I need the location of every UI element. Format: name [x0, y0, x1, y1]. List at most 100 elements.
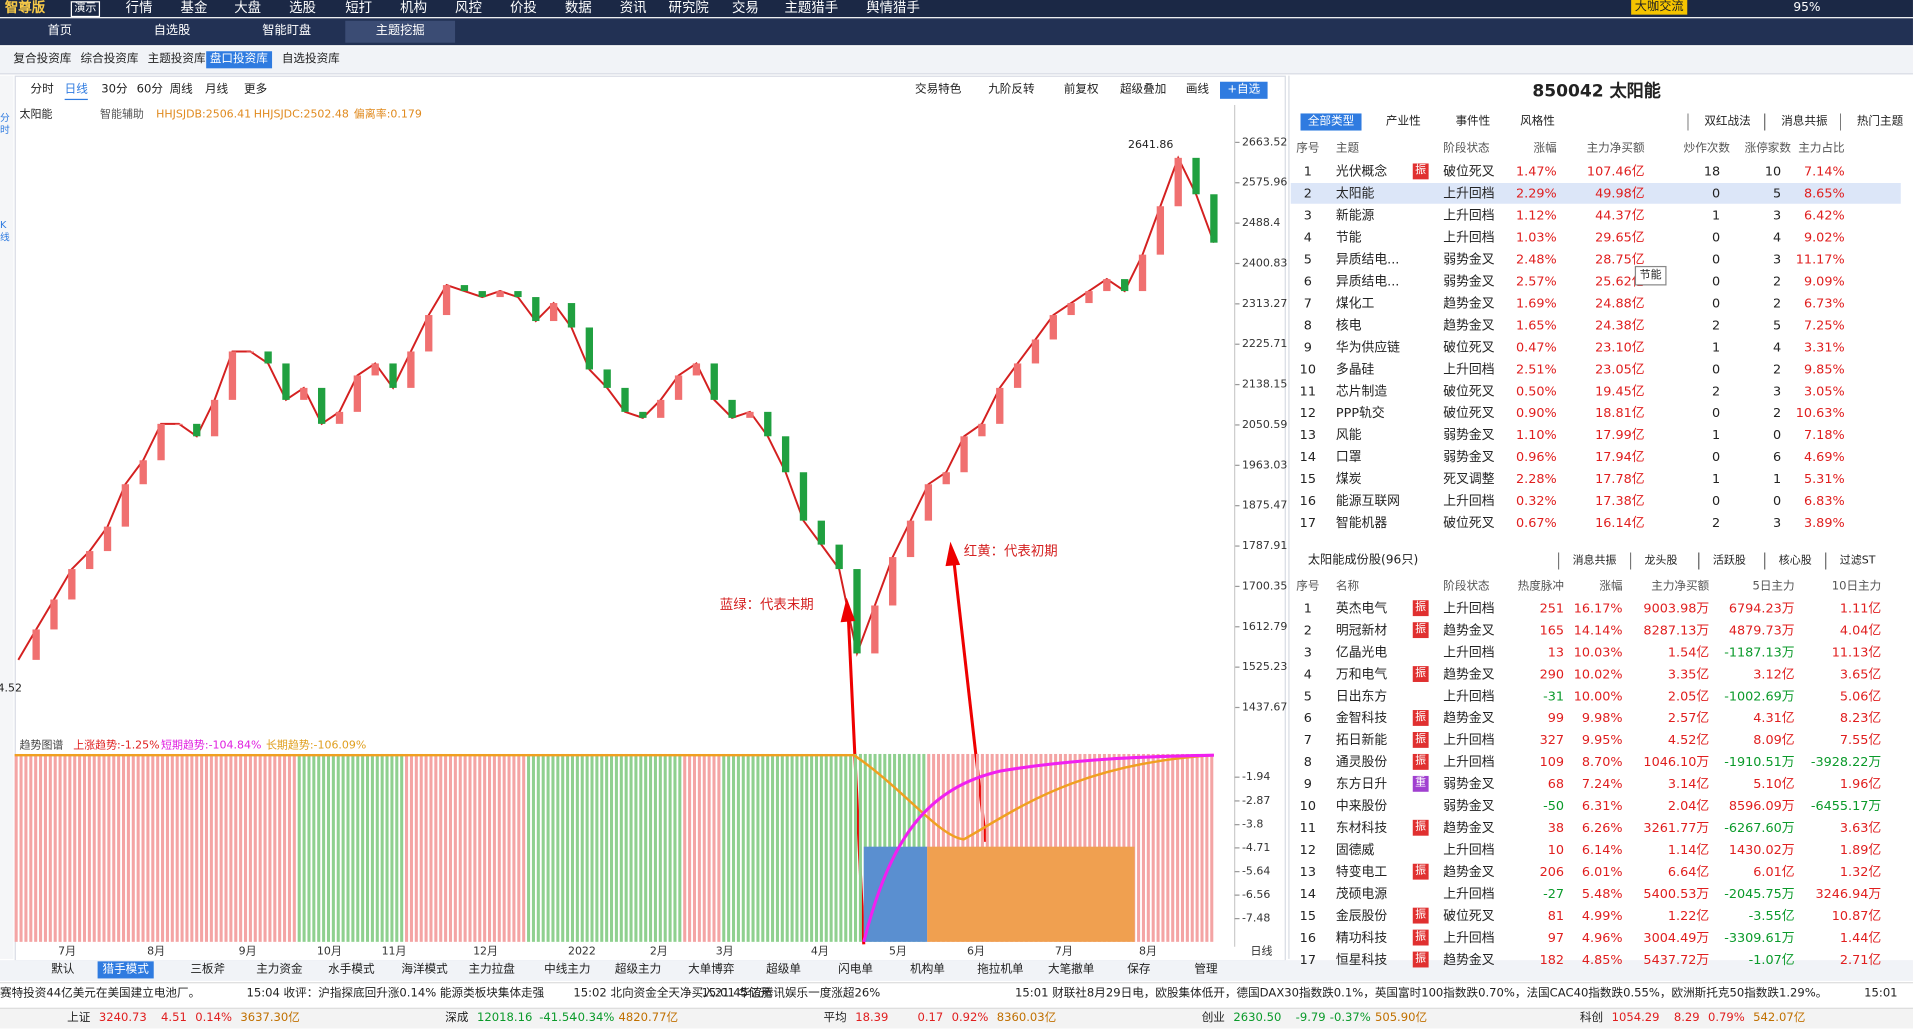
period-button[interactable]: 60分 — [136, 82, 163, 97]
type-tab[interactable]: 事件性 — [1455, 114, 1491, 129]
checkbox[interactable]: 龙头股 — [1630, 553, 1678, 570]
cell[interactable]: 特变电工 — [1335, 864, 1388, 880]
mode-button[interactable]: 三板斧 — [190, 962, 226, 976]
mode-button[interactable]: 机构单 — [910, 962, 945, 976]
cell[interactable]: 万和电气 — [1335, 667, 1388, 682]
cell[interactable]: 芯片制造 — [1335, 384, 1388, 399]
mode-button[interactable]: 管理 — [1194, 962, 1218, 976]
add-favorite[interactable]: +自选 — [1220, 81, 1268, 99]
cell[interactable]: 金智科技 — [1335, 711, 1388, 726]
cell[interactable]: 拓日新能 — [1335, 733, 1388, 748]
cell[interactable]: 英杰电气 — [1335, 601, 1388, 617]
type-tab[interactable]: 产业性 — [1385, 114, 1421, 129]
cell[interactable]: 多晶硅 — [1335, 362, 1375, 377]
cell[interactable]: 日出东方 — [1335, 689, 1388, 704]
mode-button[interactable]: 海洋模式 — [401, 962, 448, 976]
cell[interactable]: 固德威 — [1335, 843, 1375, 858]
cell[interactable]: 口罩 — [1335, 450, 1362, 465]
news-item[interactable]: 15:04 收评：沪指探底回升涨0.14% 能源类板块集体走强 — [246, 986, 545, 1001]
cell[interactable]: 茂硕电源 — [1335, 886, 1388, 902]
checkbox[interactable]: 双红战法 — [1687, 113, 1751, 131]
tab[interactable]: 首页 — [47, 24, 72, 38]
cell[interactable]: 太阳能 — [1335, 186, 1375, 202]
menu-item[interactable]: 价投 — [509, 0, 537, 16]
subtab[interactable]: 主题投资库 — [147, 52, 206, 66]
tab[interactable]: 智能盯盘 — [262, 24, 312, 38]
menu-item[interactable]: 选股 — [289, 0, 316, 16]
mode-button[interactable]: 大笔撤单 — [1047, 962, 1095, 976]
cell[interactable]: 通灵股份 — [1335, 755, 1388, 770]
type-tab[interactable]: 全部类型 — [1300, 113, 1362, 131]
cell[interactable]: 东方日升 — [1335, 777, 1388, 792]
cell[interactable]: 异质结电... — [1335, 252, 1400, 268]
cell[interactable]: 精功科技 — [1335, 930, 1388, 946]
cell[interactable]: 亿晶光电 — [1335, 645, 1388, 661]
cell[interactable]: 中来股份 — [1335, 799, 1388, 814]
menu-item[interactable]: 研究院 — [668, 0, 709, 16]
news-item[interactable]: 15:01 华谊腾讯娱乐一度涨超26% — [701, 986, 881, 1001]
menu-item[interactable]: 资讯 — [619, 0, 647, 16]
mode-button[interactable]: 拖拉机单 — [977, 962, 1024, 976]
subtab[interactable]: 复合投资库 — [13, 52, 72, 66]
menu-item[interactable]: 舆情猎手 — [866, 0, 920, 16]
tool-button[interactable]: 九阶反转 — [988, 82, 1035, 97]
mode-button[interactable]: 超级主力 — [614, 962, 662, 976]
cell[interactable]: 节能 — [1335, 230, 1362, 246]
cell[interactable]: 恒星科技 — [1335, 952, 1388, 968]
subtab[interactable]: 自选投资库 — [281, 52, 340, 66]
tab[interactable]: 主题挖掘 — [345, 20, 456, 43]
checkbox[interactable]: 消息共振 — [1764, 113, 1828, 131]
checkbox[interactable]: 过滤ST — [1825, 553, 1876, 570]
cell[interactable]: PPP轨交 — [1335, 406, 1385, 421]
menu-item[interactable]: 数据 — [564, 0, 592, 16]
mode-button[interactable]: 大单博弈 — [688, 962, 735, 976]
type-tab[interactable]: 风格性 — [1520, 114, 1555, 129]
period-button[interactable]: 分时 — [30, 82, 54, 97]
checkbox[interactable]: 热门主题 — [1839, 113, 1904, 131]
news-item[interactable]: 赛特投资44亿美元在美国建立电池厂。 — [0, 986, 201, 1001]
cell[interactable]: 煤炭 — [1335, 472, 1362, 487]
menu-item[interactable]: 行情 — [125, 0, 153, 16]
menu-item[interactable]: 机构 — [400, 0, 427, 16]
menu-item[interactable]: 风控 — [455, 0, 482, 16]
tool-button[interactable]: 交易特色 — [915, 82, 962, 97]
cell[interactable]: 煤化工 — [1335, 296, 1375, 312]
mode-button[interactable]: 默认 — [51, 962, 75, 976]
tool-button[interactable]: 超级叠加 — [1119, 82, 1167, 97]
menu-item[interactable]: 短打 — [345, 0, 373, 16]
news-item[interactable]: 15:01 — [1864, 986, 1898, 1001]
mode-button[interactable]: 闪电单 — [838, 962, 873, 976]
mode-button[interactable]: 中线主力 — [544, 962, 591, 976]
cell[interactable]: 能源互联网 — [1335, 494, 1400, 509]
mode-button[interactable]: 超级单 — [766, 962, 801, 976]
subtab[interactable]: 综合投资库 — [80, 52, 139, 66]
cell[interactable]: 华为供应链 — [1335, 340, 1400, 356]
mode-button[interactable]: 猎手模式 — [97, 961, 154, 979]
period-button[interactable]: 更多 — [244, 82, 268, 97]
menu-item[interactable]: 基金 — [180, 0, 208, 16]
checkbox[interactable]: 活跃股 — [1698, 553, 1746, 570]
period-button[interactable]: 30分 — [101, 82, 128, 97]
tool-button[interactable]: 前复权 — [1063, 82, 1099, 97]
mode-button[interactable]: 保存 — [1127, 962, 1151, 976]
cell[interactable]: 明冠新材 — [1335, 623, 1388, 639]
menu-item[interactable]: 交易 — [732, 0, 759, 16]
mode-button[interactable]: 水手模式 — [328, 962, 375, 976]
side-label[interactable]: K线 — [0, 219, 10, 243]
checkbox[interactable]: 核心股 — [1764, 553, 1812, 570]
cell[interactable]: 金辰股份 — [1335, 908, 1388, 924]
cell[interactable]: 核电 — [1335, 318, 1362, 334]
menu-item[interactable]: 主题猎手 — [784, 0, 839, 16]
checkbox[interactable]: 消息共振 — [1558, 553, 1617, 570]
news-item[interactable]: 15:01 财联社8月29日电，欧股集体低开，德国DAX30指数跌0.1%，英国… — [1015, 986, 1828, 1001]
mode-button[interactable]: 主力拉盘 — [468, 962, 515, 976]
tool-button[interactable]: 画线 — [1185, 82, 1210, 97]
mode-button[interactable]: 主力资金 — [256, 962, 303, 976]
menu-item[interactable]: 大盘 — [234, 0, 262, 16]
subtab[interactable]: 盘口投资库 — [206, 51, 272, 69]
period-button[interactable]: 月线 — [204, 82, 229, 97]
expert-button[interactable]: 大咖交流 — [1631, 0, 1688, 15]
tab[interactable]: 自选股 — [153, 24, 191, 38]
cell[interactable]: 东材科技 — [1335, 821, 1388, 836]
cell[interactable]: 风能 — [1335, 428, 1362, 443]
